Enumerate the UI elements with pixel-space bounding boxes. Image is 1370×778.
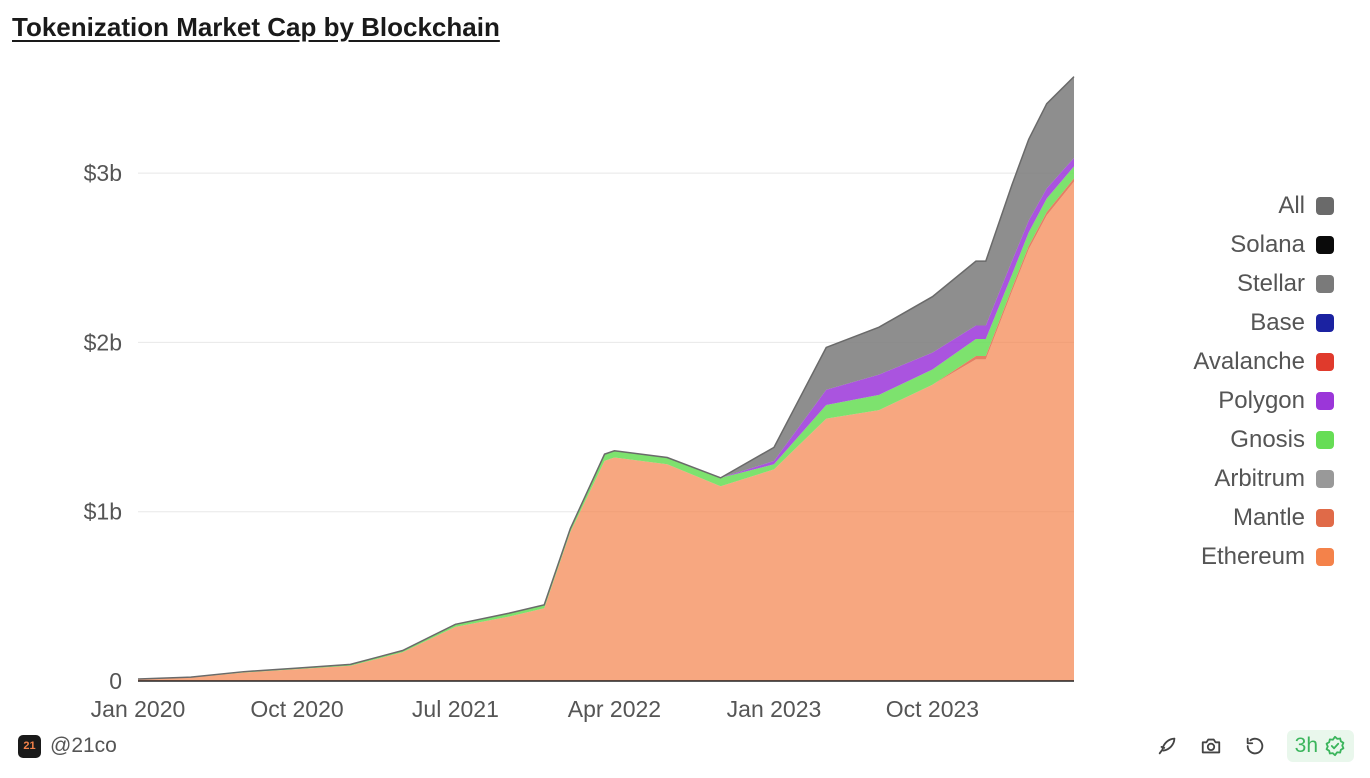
footer-toolbar: 3h <box>1155 730 1354 762</box>
legend-label: Ethereum <box>1200 542 1305 570</box>
legend-item-base[interactable]: Base <box>1250 303 1334 342</box>
x-tick-label: Jan 2023 <box>727 696 822 722</box>
footer-brand: 21 @21co <box>18 734 117 758</box>
legend-label: All <box>1278 191 1305 219</box>
x-tick-label: Jul 2021 <box>412 696 499 722</box>
legend-label: Gnosis <box>1230 425 1305 453</box>
legend-label: Arbitrum <box>1214 464 1305 492</box>
y-tick-label: $1b <box>84 499 122 525</box>
author-handle[interactable]: @21co <box>50 734 117 757</box>
camera-icon[interactable] <box>1199 734 1223 758</box>
refresh-interval-label: 3h <box>1294 734 1318 757</box>
legend-item-polygon[interactable]: Polygon <box>1218 381 1334 420</box>
21co-logo-icon: 21 <box>18 734 41 758</box>
area-ethereum <box>138 181 1074 682</box>
legend-swatch <box>1316 391 1334 410</box>
legend-label: Base <box>1250 308 1305 336</box>
legend-label: Stellar <box>1236 269 1305 297</box>
legend-item-mantle[interactable]: Mantle <box>1233 498 1334 537</box>
legend-swatch <box>1316 352 1334 371</box>
legend-label: Solana <box>1230 230 1305 258</box>
legend-item-avalanche[interactable]: Avalanche <box>1193 342 1334 381</box>
y-tick-label: 0 <box>109 668 122 694</box>
feather-pen-icon[interactable] <box>1155 734 1179 758</box>
legend-label: Avalanche <box>1193 347 1305 375</box>
legend-swatch <box>1316 547 1334 566</box>
legend-swatch <box>1316 313 1334 332</box>
legend-swatch <box>1316 430 1334 449</box>
legend-swatch <box>1316 196 1334 215</box>
y-tick-label: $3b <box>84 160 122 186</box>
chart-title: Tokenization Market Cap by Blockchain <box>12 12 500 42</box>
refresh-status-badge[interactable]: 3h <box>1286 730 1354 762</box>
legend-swatch <box>1316 274 1334 293</box>
legend-swatch <box>1316 235 1334 254</box>
area-all-outline <box>137 76 1075 680</box>
legend-item-arbitrum[interactable]: Arbitrum <box>1214 459 1334 498</box>
legend-item-stellar[interactable]: Stellar <box>1237 264 1334 303</box>
legend-label: Mantle <box>1232 503 1305 531</box>
refresh-icon[interactable] <box>1243 734 1267 758</box>
chart-legend: All Solana Stellar Base Avalanche Polygon Gnos… <box>1193 186 1334 576</box>
check-badge-icon <box>1325 735 1345 757</box>
legend-swatch <box>1316 469 1334 488</box>
x-tick-label: Apr 2022 <box>568 696 661 722</box>
y-tick-label: $2b <box>84 329 122 355</box>
legend-item-all[interactable]: All <box>1278 186 1334 225</box>
legend-item-solana[interactable]: Solana <box>1230 225 1334 264</box>
x-tick-label: Oct 2023 <box>886 696 979 722</box>
x-tick-label: Jan 2020 <box>91 696 186 722</box>
legend-item-gnosis[interactable]: Gnosis <box>1230 420 1334 459</box>
legend-swatch <box>1316 508 1334 527</box>
legend-label: Polygon <box>1218 386 1305 414</box>
x-tick-label: Oct 2020 <box>250 696 343 722</box>
legend-item-ethereum[interactable]: Ethereum <box>1201 537 1334 576</box>
